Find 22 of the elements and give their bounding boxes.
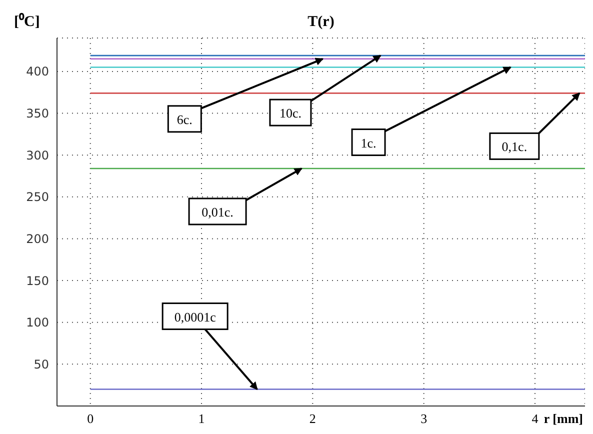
x-tick-label: 0 bbox=[87, 411, 94, 426]
x-axis-title: r [mm] bbox=[544, 411, 583, 426]
y-tick-label: 150 bbox=[26, 274, 49, 288]
annotation: 0,0001c bbox=[174, 309, 216, 324]
annotation: 10c. bbox=[279, 106, 302, 121]
x-tick-label: 4 bbox=[532, 411, 539, 426]
x-tick-label: 1 bbox=[198, 411, 205, 426]
annotation: 6c. bbox=[176, 112, 192, 127]
annotation: 0,01c. bbox=[202, 204, 234, 220]
y-tick-label: 300 bbox=[26, 148, 49, 162]
x-tick-label: 3 bbox=[420, 411, 428, 426]
annotation: 1c. bbox=[360, 135, 376, 150]
y-tick-label: 250 bbox=[26, 190, 49, 204]
chart-title: T(r) bbox=[308, 14, 334, 30]
x-tick-label: 2 bbox=[309, 411, 316, 426]
annotation: 0,1c. bbox=[502, 139, 528, 154]
y-tick-label: 100 bbox=[26, 316, 49, 330]
y-axis-title: [⁰C] bbox=[14, 12, 40, 30]
y-tick-label: 350 bbox=[26, 106, 49, 121]
y-tick-label: 50 bbox=[34, 357, 49, 372]
y-tick-label: 200 bbox=[26, 232, 49, 246]
y-tick-label: 400 bbox=[26, 64, 49, 79]
